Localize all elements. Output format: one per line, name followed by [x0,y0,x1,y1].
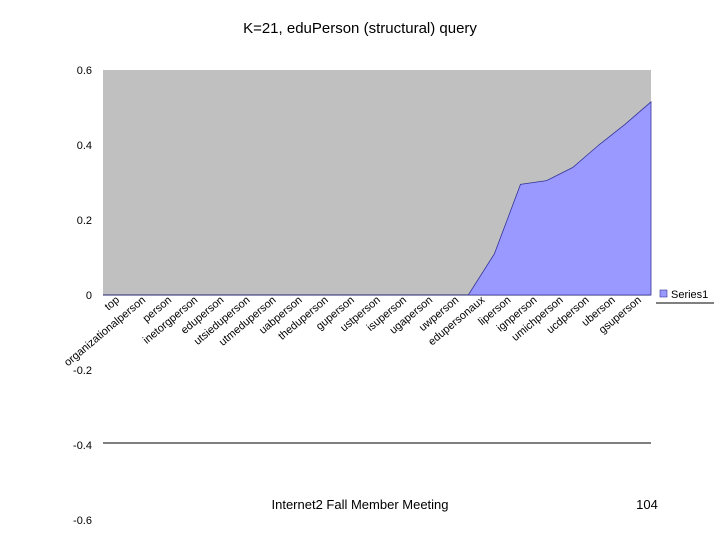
legend: Series1 [656,289,714,304]
y-tick-label: -0.4 [73,440,92,452]
y-tick-label: -0.6 [73,515,92,527]
y-tick-label: 0.4 [77,140,92,152]
y-tick-label: -0.2 [73,365,92,377]
legend-swatch [659,289,668,298]
y-tick-label: 0.6 [77,65,92,77]
y-tick-label: 0.2 [77,215,92,227]
series1-area [103,101,652,296]
x-tick-label: top [103,294,122,313]
chart-title: K=21, eduPerson (structural) query [243,20,477,37]
page-number: 104 [636,497,658,512]
x-axis: toporganizationalpersonpersoninetorgpers… [62,294,644,369]
y-axis: 0.6 0.4 0.2 0 -0.2 -0.4 -0.6 [73,65,92,527]
footer-event: Internet2 Fall Member Meeting [271,497,448,512]
y-tick-label: 0 [86,290,92,302]
legend-label: Series1 [671,289,708,301]
